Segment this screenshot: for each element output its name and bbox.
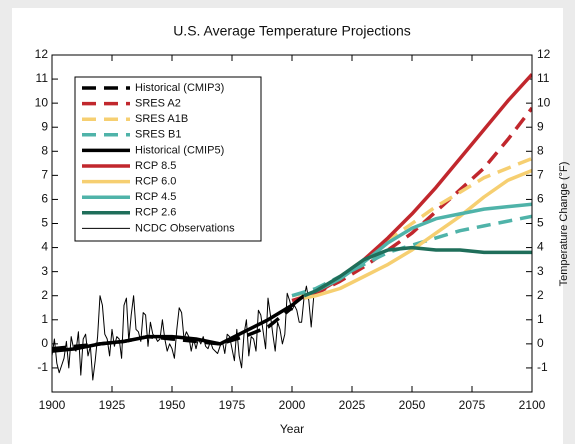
y2-tick-label: -1	[537, 360, 548, 374]
y2-tick-label: 12	[537, 47, 551, 61]
legend-label: SRES B1	[135, 129, 181, 141]
y2-tick-label: 1	[537, 312, 544, 326]
series-line	[291, 156, 532, 298]
x-tick-label: 1950	[159, 398, 186, 412]
series-line	[303, 245, 532, 298]
legend-label: SRES A2	[135, 98, 181, 110]
x-tick-label: 2075	[459, 398, 486, 412]
y2-tick-label: 3	[537, 264, 544, 278]
y2-axis-label: Temperature Change (°F)	[558, 162, 570, 287]
y-tick-label: 1	[41, 312, 48, 326]
legend-label: NCDC Observations	[135, 222, 235, 234]
y-tick-label: 6	[41, 192, 48, 206]
y-tick-label: 4	[41, 240, 48, 254]
y2-tick-label: 10	[537, 95, 551, 109]
legend-label: Historical (CMIP5)	[135, 144, 224, 156]
series-line	[52, 285, 315, 381]
legend-label: Historical (CMIP3)	[135, 82, 224, 94]
chart-title: U.S. Average Temperature Projections	[173, 23, 411, 39]
plot-frame	[51, 54, 533, 393]
y-tick-label: 5	[41, 216, 48, 230]
y-tick-label: 9	[41, 119, 48, 133]
y-tick-label: 12	[35, 47, 49, 61]
y2-tick-label: 6	[537, 192, 544, 206]
y-tick-label: 10	[35, 95, 49, 109]
y2-tick-label: 2	[537, 288, 544, 302]
x-tick-label: 2025	[339, 398, 366, 412]
y-tick-label: 0	[41, 336, 48, 350]
y2-tick-label: 0	[537, 336, 544, 350]
y2-tick-label: 8	[537, 143, 544, 157]
x-tick-label: 2050	[399, 398, 426, 412]
legend-label: SRES A1B	[135, 113, 188, 125]
series-line	[52, 294, 306, 353]
legend-label: RCP 4.5	[135, 191, 176, 203]
y-tick-label: 7	[41, 168, 48, 182]
y2-tick-label: 7	[537, 168, 544, 182]
legend-label: RCP 6.0	[135, 176, 176, 188]
y2-tick-label: 4	[537, 240, 544, 254]
x-tick-label: 1975	[219, 398, 246, 412]
x-tick-label: 1925	[99, 398, 126, 412]
x-axis-label: Year	[280, 422, 304, 436]
y-tick-label: 8	[41, 143, 48, 157]
y2-tick-label: 5	[537, 216, 544, 230]
y-tick-label: 11	[36, 71, 49, 85]
legend-label: RCP 8.5	[135, 160, 176, 172]
legend-label: RCP 2.6	[135, 207, 176, 219]
x-tick-label: 2100	[519, 398, 546, 412]
y-tick-label: 2	[41, 288, 48, 302]
y-tick-label: 3	[41, 264, 48, 278]
x-tick-label: 2000	[279, 398, 306, 412]
series-line	[52, 306, 294, 351]
y2-tick-label: 11	[537, 71, 550, 85]
y2-tick-label: 9	[537, 119, 544, 133]
y-tick-label: -1	[37, 360, 48, 374]
x-tick-label: 1900	[39, 398, 66, 412]
series-line	[303, 168, 532, 300]
series-line	[291, 106, 532, 303]
